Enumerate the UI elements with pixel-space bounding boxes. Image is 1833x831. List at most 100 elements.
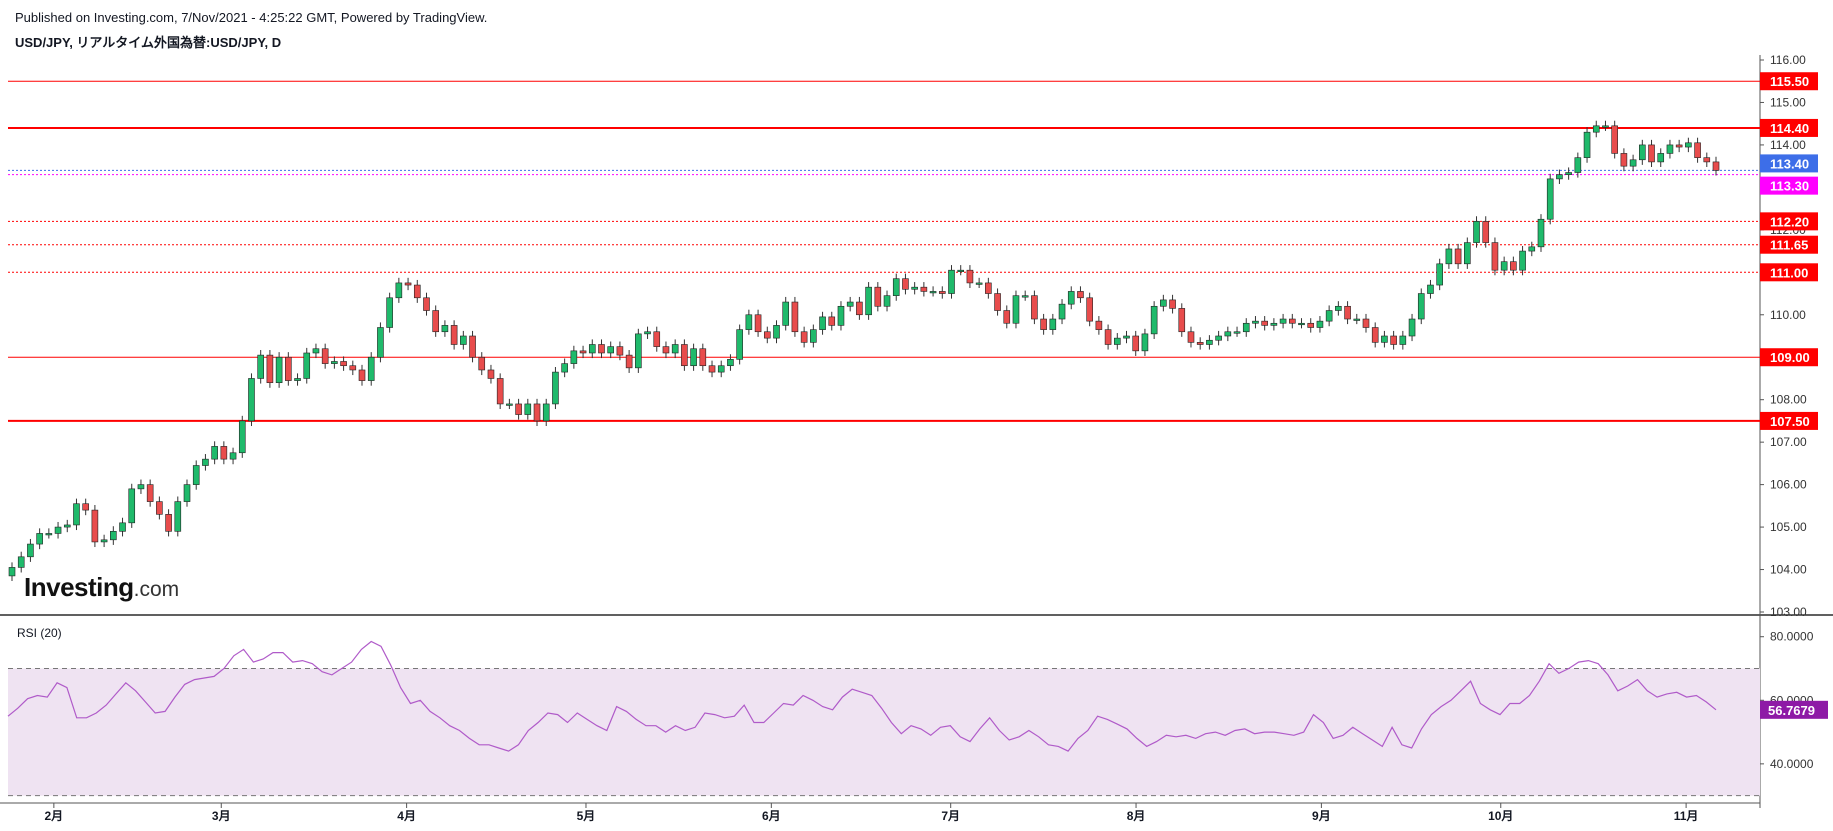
candle-up (1537, 218, 1545, 248)
candle-up (1123, 335, 1130, 339)
candle-down (1510, 261, 1517, 271)
x-tick-label: 6月 (762, 809, 781, 823)
x-tick-label: 2月 (45, 809, 64, 823)
candle-down (708, 365, 716, 373)
candle-up (1353, 318, 1361, 321)
rsi-y-tick-label: 80.0000 (1770, 630, 1814, 644)
level-badge-label: 114.40 (1770, 121, 1809, 136)
level-badge (1760, 411, 1818, 430)
candle-up (1399, 335, 1407, 345)
candle-down (966, 269, 974, 284)
y-tick-label: 108.00 (1770, 393, 1807, 407)
candle-up (957, 269, 965, 272)
level-badge-label: 112.20 (1770, 214, 1809, 229)
candle-up (1500, 261, 1508, 271)
candle-down (653, 331, 661, 347)
candle-up (17, 556, 25, 568)
candle-up (1657, 153, 1665, 163)
candle-up (27, 543, 34, 558)
candle-up (377, 327, 384, 358)
candle-down (1675, 144, 1683, 148)
candle-up (1233, 331, 1241, 334)
candle-down (1694, 142, 1701, 158)
current-price-badge (1760, 154, 1818, 173)
candle-up (570, 350, 578, 364)
y-tick-label: 114.00 (1770, 138, 1806, 152)
candle-up (1583, 131, 1591, 158)
candle-down (533, 403, 541, 422)
level-badge (1760, 212, 1818, 231)
candle-up (1592, 125, 1600, 133)
candle-down (1611, 125, 1618, 154)
candle-up (441, 325, 449, 333)
candle-up (1574, 157, 1582, 173)
candle-up (1270, 322, 1278, 326)
rsi-band (8, 668, 1760, 796)
candle-up (1436, 263, 1443, 286)
candle-up (1565, 172, 1572, 175)
candle-up (1215, 335, 1222, 341)
level-badge-label: 111.00 (1770, 265, 1808, 280)
candle-up (1141, 333, 1149, 352)
candle-down (1390, 335, 1397, 345)
candle-down (1703, 157, 1711, 163)
candle-down (1362, 318, 1370, 328)
x-tick-label: 3月 (212, 809, 231, 823)
candle-down (496, 378, 504, 405)
candle-up (119, 522, 126, 532)
candle-down (1371, 327, 1379, 343)
x-tick-label: 8月 (1127, 809, 1146, 823)
candle-down (413, 284, 421, 299)
candle-up (975, 282, 983, 285)
candle-down (1344, 305, 1351, 320)
candle-down (165, 514, 172, 532)
candle-down (349, 365, 357, 371)
candle-up (865, 286, 872, 316)
candle-up (506, 403, 513, 406)
candle-down (625, 354, 633, 369)
candle-down (985, 282, 992, 294)
candle-up (460, 335, 467, 345)
y-tick-label: 106.00 (1770, 478, 1807, 492)
candle-up (846, 301, 854, 307)
candle-up (1602, 125, 1609, 128)
candle-up (948, 269, 955, 294)
candle-up (367, 356, 375, 381)
candle-down (598, 344, 605, 354)
last-close-label: 113.30 (1770, 179, 1809, 194)
candle-down (404, 282, 412, 286)
candle-up (690, 348, 697, 367)
candle-up (312, 348, 320, 354)
candle-up (1316, 320, 1324, 328)
candle-down (1289, 318, 1296, 324)
candle-up (1528, 246, 1536, 252)
candle-up (183, 484, 191, 502)
candle-up (63, 524, 71, 528)
candle-down (1132, 335, 1140, 352)
candle-up (257, 354, 264, 379)
candle-up (810, 329, 817, 343)
candle-up (1335, 305, 1342, 311)
candle-up (717, 365, 725, 373)
candle-up (1113, 337, 1121, 345)
candle-up (911, 286, 918, 290)
candle-up (524, 403, 532, 415)
candle-up (1556, 174, 1563, 180)
y-tick-label: 115.00 (1770, 95, 1806, 109)
candle-down (266, 354, 274, 384)
candle-up (275, 356, 283, 384)
y-tick-label: 105.00 (1770, 520, 1807, 534)
candle-up (294, 378, 301, 381)
candle-up (1445, 248, 1453, 265)
level-badge-label: 111.65 (1770, 238, 1808, 253)
candle-down (874, 286, 882, 307)
x-tick-label: 4月 (397, 809, 416, 823)
candle-down (791, 301, 799, 333)
candle-up (331, 361, 338, 364)
candle-down (285, 356, 292, 381)
candle-down (156, 501, 163, 515)
candle-up (607, 346, 615, 354)
candle-up (202, 458, 209, 466)
